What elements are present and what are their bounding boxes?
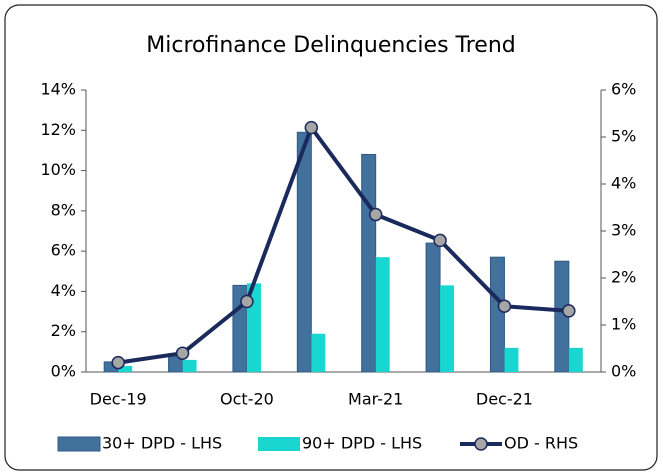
line-marker <box>433 233 447 248</box>
bar <box>361 153 377 373</box>
legend-swatch <box>57 436 101 452</box>
line-marker <box>240 294 254 309</box>
y-tick-label: 2% <box>51 321 76 340</box>
bar <box>375 257 390 372</box>
bar <box>182 359 197 372</box>
legend-label: 30+ DPD - LHS <box>102 434 222 453</box>
y-tick-label: 8% <box>51 200 76 219</box>
bar <box>296 131 312 373</box>
legend-swatch <box>258 437 300 451</box>
y2-tick-label: 1% <box>611 315 636 334</box>
y-tick-label: 14% <box>40 80 76 99</box>
x-tick-label: Oct-20 <box>220 390 274 409</box>
line-marker <box>111 355 125 370</box>
legend-marker <box>474 437 488 451</box>
line-marker <box>562 304 576 318</box>
y2-tick-label: 6% <box>611 80 636 99</box>
line-marker <box>497 299 512 313</box>
line-marker <box>175 346 190 360</box>
y2-tick-label: 5% <box>611 127 636 146</box>
bar <box>440 285 455 372</box>
y-tick-label: 10% <box>40 160 76 179</box>
bar <box>311 333 326 372</box>
bar <box>425 242 441 373</box>
legend-label: 90+ DPD - LHS <box>302 434 422 453</box>
line-marker <box>368 207 383 222</box>
y-tick-label: 0% <box>51 362 76 381</box>
x-tick-label: Dec-21 <box>476 390 533 409</box>
y2-tick-label: 3% <box>611 221 636 240</box>
x-tick-label: Dec-19 <box>90 390 147 409</box>
chart-title: Microfinance Delinquencies Trend <box>146 33 516 58</box>
y-tick-label: 4% <box>51 281 76 300</box>
bar <box>504 347 519 372</box>
y2-tick-label: 4% <box>611 174 636 193</box>
y2-tick-label: 2% <box>611 268 636 287</box>
bar <box>568 347 583 372</box>
y-tick-label: 12% <box>40 120 76 139</box>
line <box>117 125 569 365</box>
bar <box>118 365 133 372</box>
line-marker <box>304 120 319 135</box>
legend-label: OD - RHS <box>504 434 578 453</box>
x-tick-label: Mar-21 <box>348 390 403 409</box>
y-tick-label: 6% <box>51 241 76 260</box>
bar <box>489 256 505 373</box>
y2-tick-label: 0% <box>611 362 636 381</box>
